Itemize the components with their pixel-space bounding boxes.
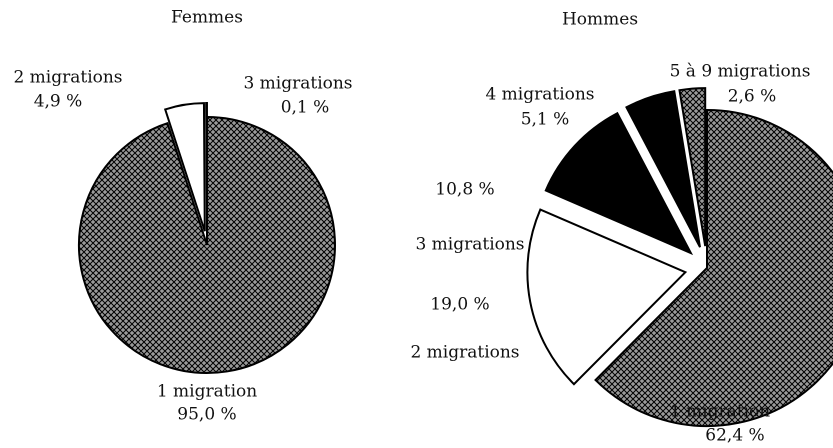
chart-title: Hommes (562, 10, 638, 30)
pie-slice (163, 102, 206, 232)
slice-name: 1 migration (670, 402, 770, 422)
slice-value: 95,0 % (177, 405, 236, 425)
slice-name: 5 à 9 migrations (670, 62, 811, 82)
slice-name: 1 migration (157, 382, 257, 402)
pie-slice-hatch (78, 117, 335, 374)
slice-value: 19,0 % (430, 295, 489, 315)
pie-slice (625, 90, 701, 248)
slice-value: 4,9 % (34, 92, 83, 112)
slice-value: 2,6 % (728, 87, 777, 107)
slice-value: 5,1 % (521, 110, 570, 130)
slice-value: 10,8 % (435, 180, 494, 200)
pie-slice (526, 208, 688, 386)
slice-value: 0,1 % (281, 98, 330, 118)
slice-name: 4 migrations (485, 85, 594, 105)
slice-name: 2 migrations (13, 68, 122, 88)
slice-name: 3 migrations (415, 235, 524, 255)
chart-title: Femmes (171, 8, 243, 28)
slice-value: 62,4 % (705, 426, 764, 446)
pie-slice (205, 101, 208, 232)
slice-name: 3 migrations (243, 74, 352, 94)
pie-slice-hatch (679, 88, 706, 247)
slice-name: 2 migrations (410, 343, 519, 363)
pie-slice-hatch (595, 110, 833, 426)
pie-slice (544, 111, 694, 256)
